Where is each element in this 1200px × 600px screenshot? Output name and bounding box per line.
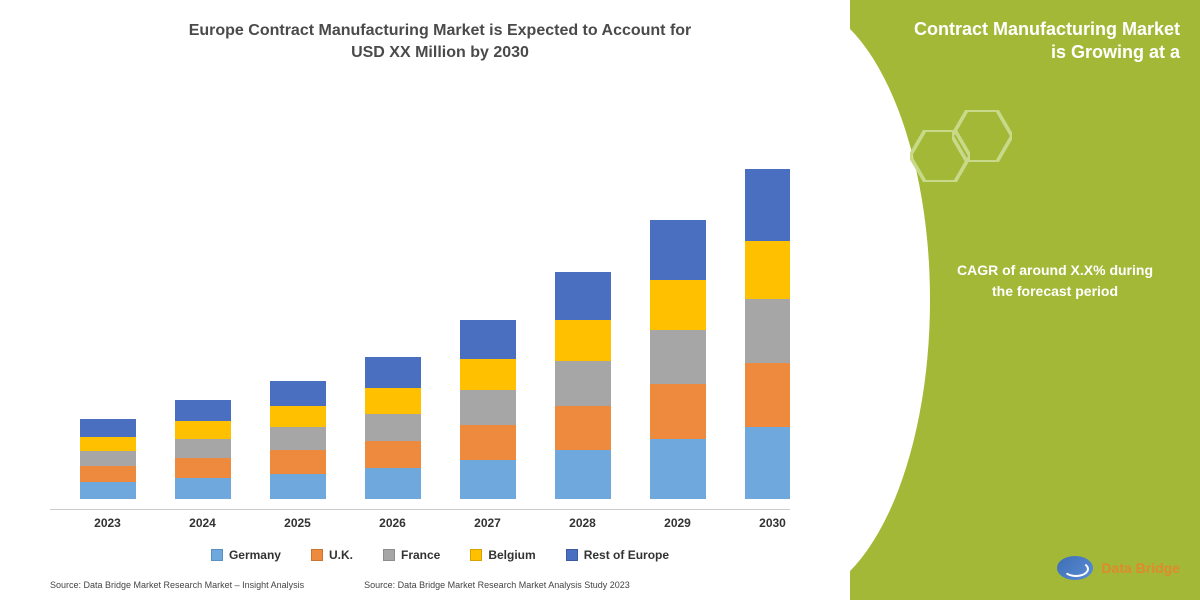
cagr-line1: CAGR of around X.X% during xyxy=(957,262,1153,278)
logo-icon xyxy=(1057,556,1093,580)
chart-panel: Europe Contract Manufacturing Market is … xyxy=(0,0,850,600)
bar-segment xyxy=(270,427,326,450)
cagr-line2: the forecast period xyxy=(992,283,1118,299)
sidebar-panel: Contract Manufacturing Market is Growing… xyxy=(850,0,1200,600)
bar-segment xyxy=(80,466,136,482)
x-axis-label: 2023 xyxy=(73,516,143,530)
chart-title: Europe Contract Manufacturing Market is … xyxy=(50,20,830,65)
legend-item: Rest of Europe xyxy=(566,548,669,562)
chart-title-line2: USD XX Million by 2030 xyxy=(351,44,529,61)
bar-segment xyxy=(555,272,611,321)
bar-segment xyxy=(270,474,326,499)
bar-segment xyxy=(460,460,516,499)
bar-segment xyxy=(650,220,706,280)
legend-item: U.K. xyxy=(311,548,353,562)
source-right: Source: Data Bridge Market Research Mark… xyxy=(364,580,630,590)
bar-segment xyxy=(270,406,326,427)
x-axis-label: 2028 xyxy=(548,516,618,530)
stacked-bar xyxy=(555,272,611,499)
sidebar-title-line1: Contract Manufacturing Market xyxy=(914,19,1180,39)
bar-segment xyxy=(365,388,421,413)
stacked-bar xyxy=(650,220,706,500)
bar-group xyxy=(548,272,618,499)
bar-segment xyxy=(365,441,421,468)
bar-segment xyxy=(555,406,611,451)
bar-group xyxy=(453,320,523,499)
source-left: Source: Data Bridge Market Research Mark… xyxy=(50,580,304,590)
stacked-bar xyxy=(80,419,136,499)
bar-segment xyxy=(365,357,421,388)
stacked-bar xyxy=(365,357,421,499)
bar-segment xyxy=(175,439,231,458)
bar-segment xyxy=(80,437,136,451)
bar-segment xyxy=(365,468,421,499)
sidebar-title: Contract Manufacturing Market is Growing… xyxy=(914,18,1180,65)
x-axis-label: 2027 xyxy=(453,516,523,530)
legend-swatch xyxy=(470,549,482,561)
bar-segment xyxy=(460,390,516,425)
x-axis-label: 2029 xyxy=(643,516,713,530)
bar-segment xyxy=(175,478,231,499)
bar-segment xyxy=(270,450,326,473)
sidebar-title-line2: is Growing at a xyxy=(1051,42,1180,62)
source-text: Source: Data Bridge Market Research Mark… xyxy=(50,580,830,590)
root: Europe Contract Manufacturing Market is … xyxy=(0,0,1200,600)
bar-group xyxy=(73,419,143,499)
bar-segment xyxy=(175,400,231,421)
legend-swatch xyxy=(311,549,323,561)
legend-label: France xyxy=(401,548,440,562)
bar-group xyxy=(643,220,713,500)
bar-segment xyxy=(460,359,516,390)
bar-segment xyxy=(460,425,516,460)
stacked-bar xyxy=(270,381,326,499)
legend-swatch xyxy=(383,549,395,561)
bar-segment xyxy=(270,381,326,406)
bar-segment xyxy=(80,419,136,436)
bar-segment xyxy=(650,330,706,384)
bar-segment xyxy=(365,414,421,441)
bar-segment xyxy=(555,450,611,499)
x-axis-labels: 20232024202520262027202820292030 xyxy=(50,510,830,530)
bar-segment xyxy=(650,384,706,438)
bar-segment xyxy=(80,451,136,467)
bar-segment xyxy=(175,458,231,477)
bar-segment xyxy=(175,421,231,438)
x-axis-label: 2024 xyxy=(168,516,238,530)
bar-group xyxy=(263,381,333,499)
legend-swatch xyxy=(566,549,578,561)
legend-item: Germany xyxy=(211,548,281,562)
stacked-bar xyxy=(175,400,231,499)
legend-label: Germany xyxy=(229,548,281,562)
brand-logo: Data Bridge xyxy=(1057,556,1180,580)
legend-item: Belgium xyxy=(470,548,535,562)
stacked-bar xyxy=(460,320,516,499)
legend: Germany U.K. France Belgium Rest of Europe xyxy=(50,548,830,562)
bar-segment xyxy=(80,482,136,499)
x-axis-label: 2026 xyxy=(358,516,428,530)
logo-text: Data Bridge xyxy=(1101,560,1180,576)
legend-swatch xyxy=(211,549,223,561)
bar-group xyxy=(358,357,428,499)
legend-item: France xyxy=(383,548,440,562)
chart-title-line1: Europe Contract Manufacturing Market is … xyxy=(189,22,692,39)
legend-label: Belgium xyxy=(488,548,535,562)
bar-segment xyxy=(460,320,516,359)
cagr-text: CAGR of around X.X% during the forecast … xyxy=(930,260,1180,302)
bar-group xyxy=(168,400,238,499)
bar-segment xyxy=(555,361,611,406)
bar-segment xyxy=(650,280,706,330)
chart-plot-area xyxy=(50,85,830,510)
bar-segment xyxy=(650,439,706,499)
x-axis-label: 2025 xyxy=(263,516,333,530)
bar-segment xyxy=(555,320,611,361)
legend-label: U.K. xyxy=(329,548,353,562)
legend-label: Rest of Europe xyxy=(584,548,669,562)
